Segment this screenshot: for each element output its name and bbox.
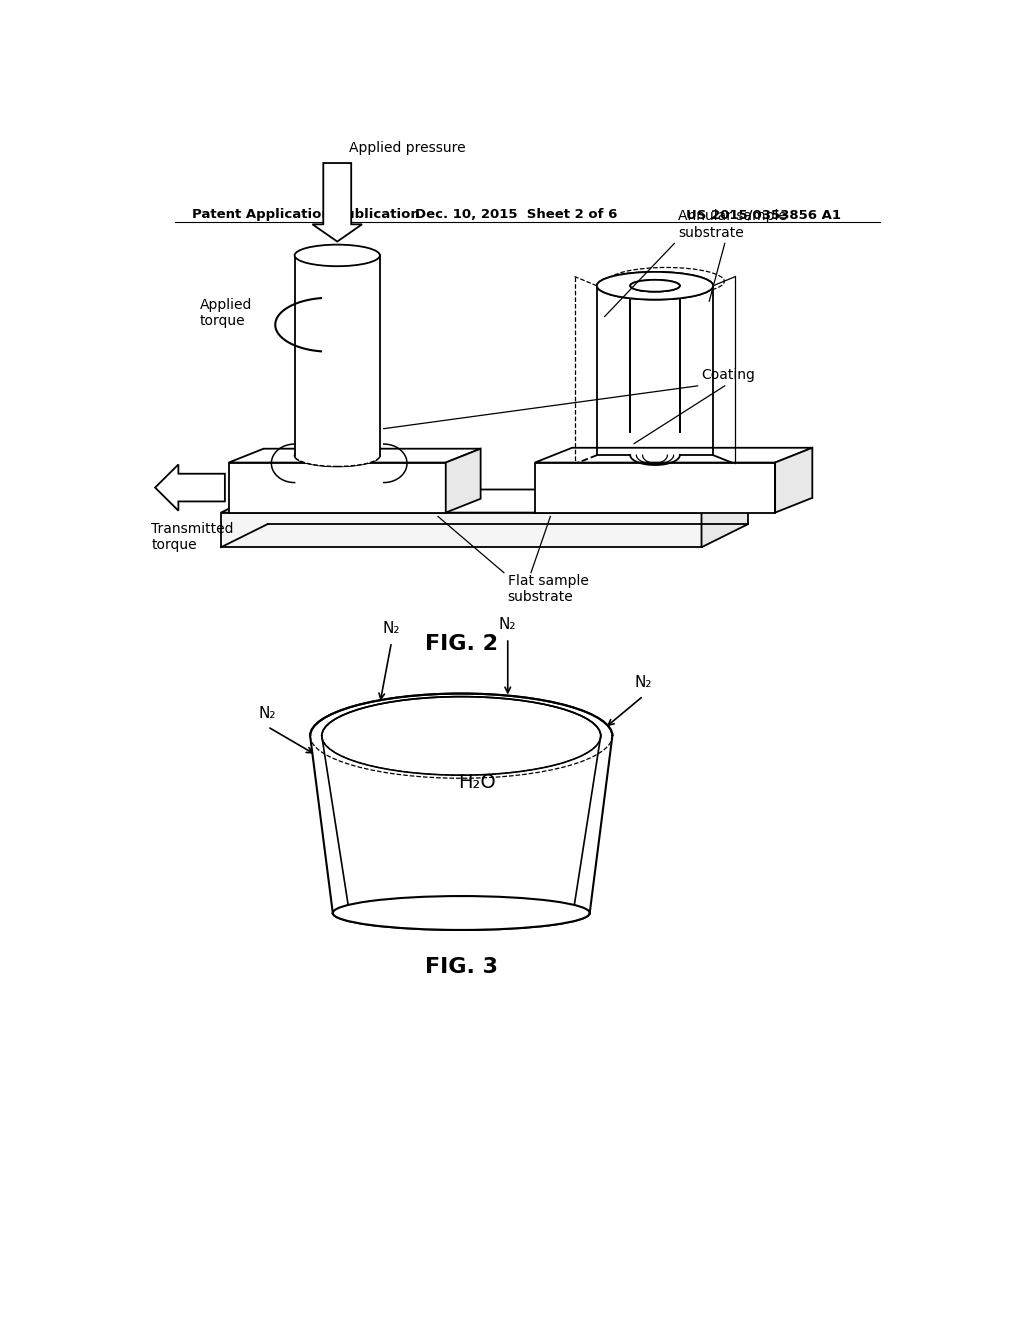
Ellipse shape: [295, 244, 380, 267]
Text: H₂O: H₂O: [458, 772, 496, 792]
Text: N₂: N₂: [259, 705, 276, 721]
Polygon shape: [295, 256, 380, 455]
Ellipse shape: [333, 896, 590, 929]
Polygon shape: [630, 285, 680, 432]
Text: Applied pressure: Applied pressure: [349, 141, 466, 156]
Ellipse shape: [630, 280, 680, 292]
Text: Annular sample
substrate: Annular sample substrate: [678, 210, 787, 239]
Ellipse shape: [597, 272, 713, 300]
Polygon shape: [306, 737, 616, 913]
Ellipse shape: [597, 272, 713, 300]
Ellipse shape: [310, 693, 612, 779]
Text: FIG. 2: FIG. 2: [425, 634, 498, 653]
Text: Transmitted
torque: Transmitted torque: [152, 523, 233, 553]
Polygon shape: [221, 512, 701, 548]
Polygon shape: [701, 490, 748, 548]
Polygon shape: [535, 447, 812, 462]
Text: N₂: N₂: [499, 616, 516, 632]
Ellipse shape: [630, 280, 680, 292]
Polygon shape: [775, 447, 812, 512]
Text: N₂: N₂: [383, 620, 400, 636]
Polygon shape: [228, 462, 445, 512]
Text: Dec. 10, 2015  Sheet 2 of 6: Dec. 10, 2015 Sheet 2 of 6: [415, 209, 617, 222]
Ellipse shape: [295, 445, 380, 466]
Polygon shape: [312, 164, 362, 242]
Text: FIG. 3: FIG. 3: [425, 957, 498, 977]
Ellipse shape: [322, 697, 601, 775]
Polygon shape: [155, 465, 225, 511]
Text: US 2015/0353856 A1: US 2015/0353856 A1: [686, 209, 841, 222]
Polygon shape: [535, 462, 775, 512]
Text: Applied
torque: Applied torque: [200, 298, 252, 329]
Text: N₂: N₂: [635, 675, 652, 689]
Polygon shape: [221, 490, 748, 512]
Polygon shape: [228, 449, 480, 462]
Polygon shape: [445, 449, 480, 512]
Ellipse shape: [333, 896, 590, 929]
Text: Flat sample
substrate: Flat sample substrate: [508, 574, 589, 605]
Text: Patent Application Publication: Patent Application Publication: [191, 209, 419, 222]
Ellipse shape: [295, 445, 380, 466]
Text: Coating: Coating: [701, 368, 756, 381]
